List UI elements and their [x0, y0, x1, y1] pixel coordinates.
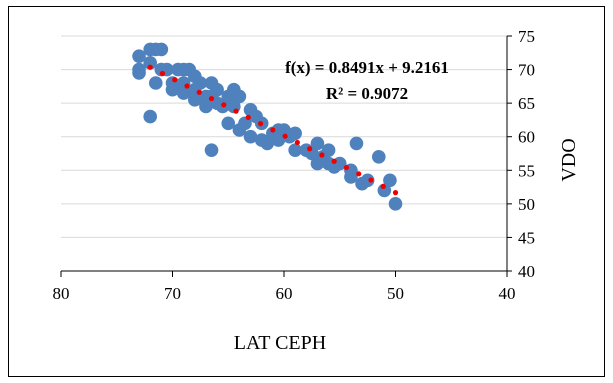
- x-tick-label: 60: [276, 284, 293, 303]
- y-tick-label: 70: [518, 61, 535, 80]
- trendline-dot: [294, 139, 300, 146]
- data-point: [383, 173, 397, 188]
- data-point: [388, 197, 403, 211]
- trendline-dot: [343, 164, 350, 171]
- data-point: [154, 42, 169, 57]
- x-tick-label: 80: [53, 284, 70, 303]
- trendline-dot: [147, 64, 153, 70]
- trendline-dot: [172, 77, 178, 83]
- y-tick-label: 75: [518, 27, 535, 46]
- trendline-dot: [368, 177, 374, 183]
- data-point: [143, 109, 157, 124]
- trendline-dot: [196, 89, 202, 95]
- data-point: [188, 92, 202, 107]
- trendline-dot: [319, 152, 325, 158]
- y-tick-label: 45: [518, 228, 535, 247]
- data-point: [176, 86, 191, 100]
- data-point: [148, 76, 163, 90]
- y-tick-label: 50: [518, 195, 535, 214]
- trendline-dot: [270, 127, 276, 133]
- trendline-dot: [307, 146, 313, 152]
- data-point: [221, 116, 236, 131]
- data-point: [260, 136, 275, 151]
- data-point: [143, 56, 157, 70]
- trendline-dot: [208, 95, 215, 102]
- trendline-dot: [233, 108, 239, 114]
- y-tick-label: 40: [518, 262, 535, 281]
- y-tick-label: 65: [518, 94, 535, 113]
- x-tick-label: 40: [499, 284, 516, 303]
- data-point: [199, 99, 213, 114]
- trendline-dot: [221, 102, 227, 108]
- trendline-dot: [380, 183, 386, 189]
- trendline: [147, 64, 399, 196]
- data-points: [132, 42, 403, 211]
- trendline-r-squared: R² = 0.9072: [326, 84, 408, 103]
- trendline-dot: [184, 83, 190, 89]
- data-point: [349, 136, 364, 151]
- data-point: [371, 150, 386, 164]
- chart-frame: [8, 6, 605, 377]
- data-point: [243, 129, 258, 144]
- x-tick-label: 70: [164, 284, 181, 303]
- data-point: [193, 76, 208, 90]
- data-point: [310, 136, 325, 151]
- x-axis-title: LAT CEPH: [234, 332, 326, 354]
- data-point: [271, 133, 286, 147]
- x-tick-label: 50: [387, 284, 404, 303]
- y-tick-label: 60: [518, 128, 535, 147]
- x-axis: 80 70 60 50 40: [53, 270, 516, 303]
- y-axis-title: VDO: [558, 138, 580, 181]
- trendline-dot: [257, 121, 264, 127]
- trendline-dot: [331, 158, 337, 164]
- data-point: [288, 143, 302, 157]
- data-point: [232, 89, 247, 104]
- trendline-dot: [392, 190, 399, 196]
- trendline-dot: [159, 70, 166, 77]
- y-tick-label: 55: [518, 161, 535, 180]
- data-point: [165, 82, 180, 97]
- trendline-dot: [282, 133, 288, 139]
- gridlines: [61, 35, 507, 238]
- data-point: [288, 126, 302, 141]
- data-point: [132, 62, 146, 77]
- data-point: [132, 49, 146, 63]
- trendline-dot: [356, 171, 362, 177]
- data-point: [204, 143, 219, 157]
- data-point: [360, 173, 375, 188]
- trendline-equation: f(x) = 0.8491x + 9.2161: [285, 58, 449, 77]
- y-axis: 40 45 50 55 60 65 70 75: [506, 27, 535, 281]
- data-point: [210, 82, 224, 97]
- trendline-dot: [245, 114, 251, 120]
- data-point: [321, 143, 336, 157]
